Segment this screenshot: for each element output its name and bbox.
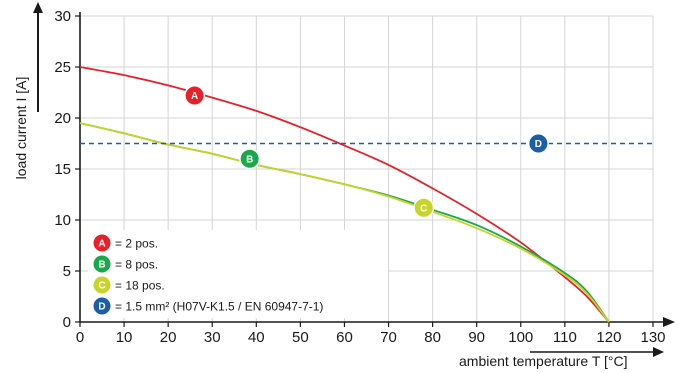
y-tick-label: 20: [54, 110, 71, 127]
y-tick-labels: 0 5 10 15 20 25 30: [54, 8, 80, 331]
badge-letter: A: [191, 91, 198, 102]
x-tick-label: 70: [380, 329, 397, 346]
y-tick-label: 10: [54, 212, 71, 229]
x-tick-label: 80: [424, 329, 441, 346]
legend-badge-a-icon: [93, 234, 111, 252]
y-tick-label: 30: [54, 8, 71, 25]
y-tick-label: 0: [63, 314, 71, 331]
legend-badge-letter: A: [98, 239, 105, 250]
badge-letter: D: [535, 139, 542, 150]
legend-entry-d: = 1.5 mm² (H07V-K1.5 / EN 60947-7-1): [115, 300, 323, 314]
x-tick-label: 120: [596, 329, 621, 346]
legend: A = 2 pos. B = 8 pos. C = 18 pos. D = 1.5 mm² (…: [88, 230, 388, 318]
series-lines: [79, 66, 653, 323]
legend-badge-letter: B: [98, 260, 105, 271]
x-tick-label: 30: [204, 329, 221, 346]
x-tick-label: 60: [336, 329, 353, 346]
x-axis-label: ambient temperature T [°C]: [459, 353, 628, 369]
legend-badge-letter: C: [98, 281, 105, 292]
legend-entry-a: = 2 pos.: [115, 237, 158, 251]
badge-b-icon: [240, 149, 259, 168]
x-tick-label: 90: [468, 329, 485, 346]
x-tick-label: 50: [292, 329, 309, 346]
legend-background: [88, 230, 388, 318]
x-tick-label: 10: [116, 329, 133, 346]
legend-badge-letter: D: [98, 302, 105, 313]
badge-c-icon: [414, 198, 433, 217]
x-tick-label: 130: [640, 329, 665, 346]
y-axis-label: load current I [A]: [13, 77, 29, 180]
y-tick-label: 25: [54, 59, 71, 76]
x-label-arrow-icon: [653, 347, 664, 357]
x-axis-arrow-icon: [663, 317, 675, 327]
legend-badge-d-icon: [93, 297, 111, 315]
badge-d-icon: [529, 134, 548, 153]
x-tick-label: 20: [160, 329, 177, 346]
series-line-c: [79, 122, 610, 323]
legend-badge-c-icon: [93, 276, 111, 294]
badge-letter: C: [420, 203, 427, 214]
y-tick-label: 5: [63, 263, 71, 280]
x-tick-label: 110: [553, 329, 577, 346]
axes: [33, 2, 675, 357]
x-tick-label: 40: [248, 329, 265, 346]
legend-badge-b-icon: [93, 255, 111, 273]
x-tick-label: 100: [508, 329, 533, 346]
y-label-arrow-icon: [33, 2, 43, 13]
legend-entry-c: = 18 pos.: [115, 279, 165, 293]
x-tick-labels: 0 10 20 30 40 50 60 70 80 90 100 110 120 130: [76, 322, 666, 346]
series-line-a: [79, 66, 610, 323]
series-badges: A B C D: [184, 85, 549, 219]
legend-entry-b: = 8 pos.: [115, 258, 158, 272]
x-tick-label: 0: [76, 329, 84, 346]
y-tick-label: 15: [54, 161, 71, 178]
badge-a-icon: [185, 86, 204, 105]
badge-letter: B: [246, 154, 253, 165]
